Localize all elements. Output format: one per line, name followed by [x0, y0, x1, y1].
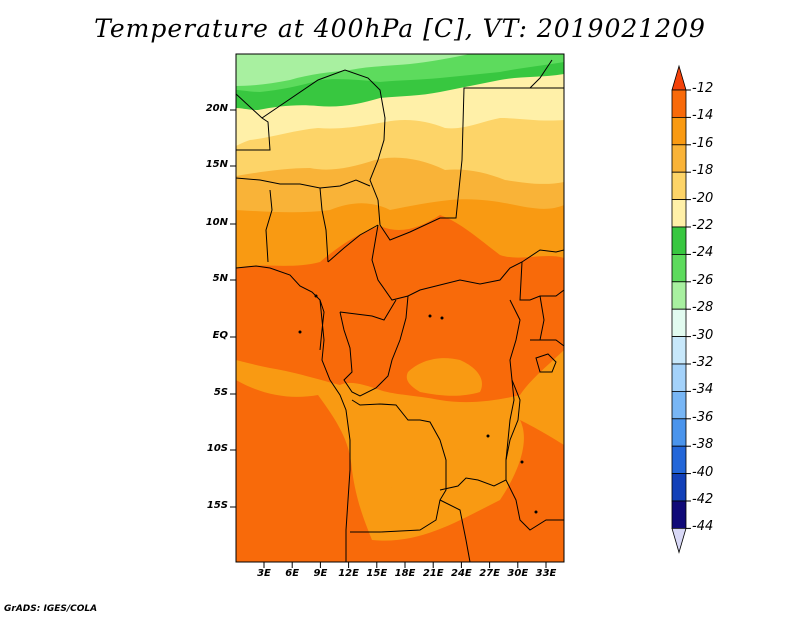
colorbar-swatch [671, 281, 687, 310]
colorbar-bottom-arrow [671, 528, 687, 554]
lon-tick-label: 3E [257, 568, 271, 579]
colorbar-swatch [671, 500, 687, 529]
lat-tick-label: 20N [205, 103, 228, 114]
lon-tick-label: 27E [479, 568, 500, 579]
colorbar-label: -22 [692, 218, 714, 233]
colorbar-label: -24 [692, 245, 714, 261]
border-central [236, 177, 371, 263]
colorbar-swatch [671, 336, 687, 365]
colorbar-label: -42 [692, 492, 714, 507]
field-band-m14-south [236, 380, 564, 562]
lake-dot [428, 314, 432, 318]
lake-dot [298, 330, 302, 334]
colorbar [671, 64, 691, 554]
colorbar-swatch [671, 226, 687, 255]
lon-tick-label: 24E [451, 568, 472, 579]
lake-dot [440, 316, 444, 320]
border-lake-victoria [535, 353, 557, 373]
colorbar-label: -18 [692, 163, 714, 179]
chart-title: Temperature at 400hPa [C], VT: 201902120… [94, 14, 706, 43]
lon-tick-label: 9E [313, 568, 328, 579]
field-band-m14-center [236, 215, 564, 403]
field-band-m28 [236, 54, 470, 86]
colorbar-label: -20 [692, 190, 714, 206]
lake-dot [486, 434, 490, 438]
lon-tick-label: 12E [338, 568, 359, 579]
lat-tick-label: 10N [205, 217, 228, 228]
border-angola-coast [319, 299, 325, 351]
border-car [371, 224, 564, 301]
colorbar-swatch [671, 199, 687, 228]
colorbar-label: -16 [692, 135, 714, 151]
colorbar-swatch [671, 418, 687, 447]
border-red-sea [529, 59, 553, 89]
colorbar-label: -12 [692, 81, 714, 96]
lon-tick-label: 21E [422, 568, 444, 579]
map-frame [235, 53, 565, 563]
colorbar-label: -38 [692, 437, 714, 453]
colorbar-swatch [671, 473, 687, 502]
lat-tick-label: 15N [205, 159, 228, 170]
colorbar-label: -32 [692, 355, 714, 370]
lon-tick-label: 18E [394, 568, 416, 579]
colorbar-label: -34 [692, 382, 714, 398]
colorbar-swatch [671, 89, 687, 118]
border-congo [339, 295, 409, 397]
colorbar-swatch [671, 253, 687, 283]
colorbar-swatch [671, 390, 687, 420]
border-drc-east [439, 299, 521, 491]
lat-tick-label: 15S [206, 500, 228, 511]
field-band-m16-south-inner [356, 425, 479, 503]
lat-tick-label: EQ [212, 330, 228, 341]
border-lake-tanganyika [505, 379, 515, 461]
colorbar-label: -26 [692, 272, 714, 288]
colorbar-label: -28 [692, 300, 714, 316]
lon-tick-label: 15E [366, 568, 388, 579]
colorbar-swatch [671, 445, 687, 475]
colorbar-label: -14 [692, 108, 714, 124]
colorbar-label: -44 [692, 519, 714, 535]
colorbar-swatch [671, 117, 687, 146]
border-sudan-chad [377, 87, 564, 241]
border-africa-west-coast [236, 265, 351, 562]
lake-dot [314, 294, 318, 298]
colorbar-label: -36 [692, 409, 714, 425]
lon-tick-label: 30E [507, 568, 529, 579]
colorbar-swatch [671, 363, 687, 392]
lat-tick-label: 5S [213, 387, 228, 398]
colorbar-swatch [671, 144, 687, 173]
border-east-africa [519, 261, 564, 347]
lake-dot [520, 460, 524, 464]
border-sahara [236, 69, 386, 201]
colorbar-top-arrow [671, 64, 687, 91]
colorbar-label: -30 [692, 327, 714, 343]
lake-dot [534, 510, 538, 514]
colorbar-label: -40 [692, 464, 714, 480]
colorbar-swatch [671, 171, 687, 200]
colorbar-swatch [671, 308, 687, 338]
lon-tick-label: 33E [535, 568, 557, 579]
field-band-m16-center-inner [406, 358, 482, 396]
grads-credit: GrADS: IGES/COLA [4, 604, 98, 614]
border-drc-south [350, 399, 447, 533]
lat-tick-label: 5N [212, 273, 228, 284]
border-southern [439, 479, 564, 562]
lat-tick-label: 10S [206, 443, 228, 454]
border-nigeria-cameroon [265, 189, 379, 263]
lon-tick-label: 6E [285, 568, 300, 579]
